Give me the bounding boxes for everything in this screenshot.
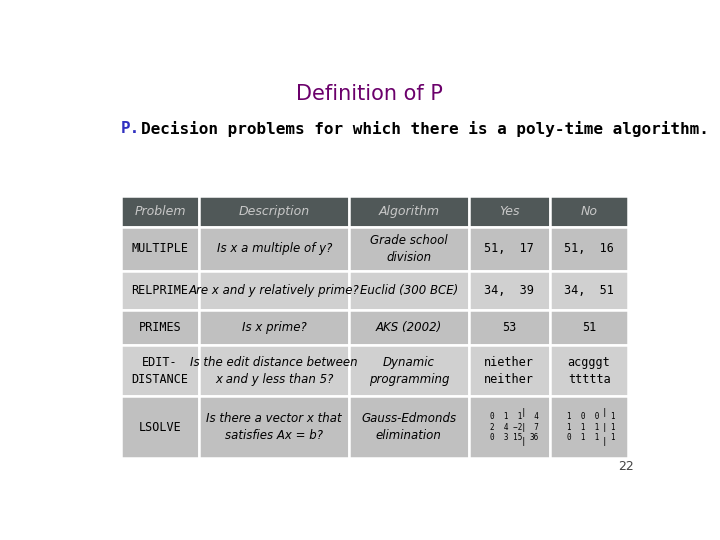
Text: 51: 51 bbox=[582, 321, 596, 334]
Text: P.: P. bbox=[121, 121, 140, 136]
Text: Grade school
division: Grade school division bbox=[370, 234, 448, 264]
FancyBboxPatch shape bbox=[349, 196, 469, 227]
FancyBboxPatch shape bbox=[550, 309, 629, 346]
Text: Problem: Problem bbox=[135, 205, 186, 218]
FancyBboxPatch shape bbox=[349, 271, 469, 309]
FancyBboxPatch shape bbox=[349, 227, 469, 271]
Text: acgggt
ttttta: acgggt ttttta bbox=[568, 356, 611, 386]
Text: 4
  7
36: 4 7 36 bbox=[525, 412, 539, 442]
FancyBboxPatch shape bbox=[199, 309, 349, 346]
Text: RELPRIME: RELPRIME bbox=[132, 284, 189, 296]
Text: EDIT-
DISTANCE: EDIT- DISTANCE bbox=[132, 356, 189, 386]
Text: Is the edit distance between
x and y less than 5?: Is the edit distance between x and y les… bbox=[191, 356, 358, 386]
Text: Is x a multiple of y?: Is x a multiple of y? bbox=[217, 242, 332, 255]
FancyBboxPatch shape bbox=[469, 227, 550, 271]
FancyBboxPatch shape bbox=[121, 196, 199, 227]
Text: Euclid (300 BCE): Euclid (300 BCE) bbox=[360, 284, 458, 296]
FancyBboxPatch shape bbox=[199, 227, 349, 271]
Text: |
|
|: | | | bbox=[521, 408, 526, 446]
FancyBboxPatch shape bbox=[121, 227, 199, 271]
Text: 1
1
1: 1 1 1 bbox=[611, 412, 615, 442]
FancyBboxPatch shape bbox=[469, 271, 550, 309]
Text: Decision problems for which there is a poly-time algorithm.: Decision problems for which there is a p… bbox=[141, 121, 709, 137]
FancyBboxPatch shape bbox=[121, 346, 199, 396]
FancyBboxPatch shape bbox=[550, 196, 629, 227]
FancyBboxPatch shape bbox=[121, 309, 199, 346]
Text: Algorithm: Algorithm bbox=[378, 205, 439, 218]
Text: LSOLVE: LSOLVE bbox=[139, 421, 181, 434]
FancyBboxPatch shape bbox=[121, 271, 199, 309]
Text: Are x and y relatively prime?: Are x and y relatively prime? bbox=[189, 284, 360, 296]
Text: PRIMES: PRIMES bbox=[139, 321, 181, 334]
Text: 34,  39: 34, 39 bbox=[485, 284, 534, 296]
Text: Dynamic
programming: Dynamic programming bbox=[369, 356, 449, 386]
Text: |
|
|: | | | bbox=[602, 408, 608, 446]
Text: Yes: Yes bbox=[499, 205, 519, 218]
Text: 22: 22 bbox=[618, 460, 634, 473]
FancyBboxPatch shape bbox=[349, 396, 469, 458]
FancyBboxPatch shape bbox=[199, 396, 349, 458]
FancyBboxPatch shape bbox=[469, 346, 550, 396]
Text: Gauss-Edmonds
elimination: Gauss-Edmonds elimination bbox=[361, 413, 456, 442]
Text: Description: Description bbox=[239, 205, 310, 218]
Text: 51,  17: 51, 17 bbox=[485, 242, 534, 255]
Text: No: No bbox=[580, 205, 598, 218]
FancyBboxPatch shape bbox=[121, 396, 199, 458]
FancyBboxPatch shape bbox=[199, 346, 349, 396]
FancyBboxPatch shape bbox=[349, 346, 469, 396]
Text: Is there a vector x that
satisfies Ax = b?: Is there a vector x that satisfies Ax = … bbox=[207, 413, 342, 442]
FancyBboxPatch shape bbox=[550, 271, 629, 309]
FancyBboxPatch shape bbox=[199, 271, 349, 309]
Text: Definition of P: Definition of P bbox=[296, 84, 442, 104]
Text: 1  0  0
1  1  1
0  1  1: 1 0 0 1 1 1 0 1 1 bbox=[567, 412, 600, 442]
Text: MULTIPLE: MULTIPLE bbox=[132, 242, 189, 255]
Text: niether
neither: niether neither bbox=[485, 356, 534, 386]
FancyBboxPatch shape bbox=[349, 309, 469, 346]
Text: 51,  16: 51, 16 bbox=[564, 242, 614, 255]
FancyBboxPatch shape bbox=[550, 346, 629, 396]
Text: 34,  51: 34, 51 bbox=[564, 284, 614, 296]
FancyBboxPatch shape bbox=[469, 396, 550, 458]
FancyBboxPatch shape bbox=[550, 227, 629, 271]
FancyBboxPatch shape bbox=[469, 196, 550, 227]
Text: Is x prime?: Is x prime? bbox=[242, 321, 307, 334]
FancyBboxPatch shape bbox=[550, 396, 629, 458]
FancyBboxPatch shape bbox=[469, 309, 550, 346]
Text: 53: 53 bbox=[502, 321, 516, 334]
Text: AKS (2002): AKS (2002) bbox=[376, 321, 442, 334]
Text: 0  1  1
2  4 −2
0  3 15: 0 1 1 2 4 −2 0 3 15 bbox=[490, 412, 523, 442]
FancyBboxPatch shape bbox=[199, 196, 349, 227]
